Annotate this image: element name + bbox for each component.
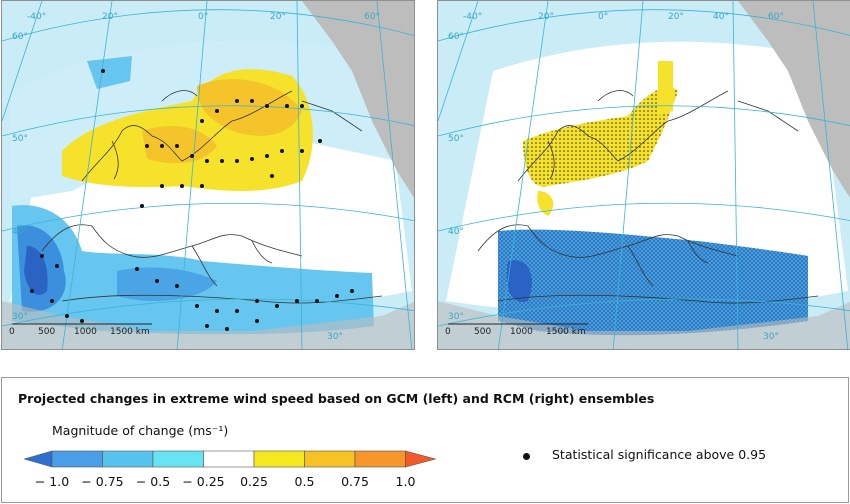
legend-title: Projected changes in extreme wind speed …	[18, 391, 655, 406]
svg-text:500: 500	[38, 327, 55, 337]
coastlines	[41, 90, 383, 304]
lon-label-e60: 60°	[768, 12, 784, 22]
colorbar-tick-label: 1.0	[395, 474, 416, 489]
lat-label-50: 50°	[448, 134, 464, 144]
colorbar-tick-label: 0.75	[341, 474, 369, 489]
significance-dot-icon	[523, 453, 530, 460]
colorbar-bin	[253, 450, 305, 468]
legend-subtitle: Magnitude of change (ms⁻¹)	[52, 423, 229, 438]
lon-label-e40: 40°	[713, 12, 729, 22]
lat-label-30: 30°	[12, 312, 28, 322]
colorbar-tick-label: − 0.25	[182, 474, 225, 489]
lon-label-w40: -40°	[463, 12, 482, 22]
significance-label: Statistical significance above 0.95	[552, 447, 767, 462]
rcm-map-panel: -40° 20° 0° 20° 40° 60° 60° 50° 40° 30° …	[437, 0, 850, 350]
rcm-map: -40° 20° 0° 20° 40° 60° 60° 50° 40° 30° …	[438, 1, 850, 349]
colorbar-cap-low	[24, 450, 53, 468]
graticule	[438, 1, 850, 349]
svg-text:0: 0	[9, 327, 15, 337]
colorbar-bin	[152, 450, 204, 468]
lon-label-e60: 60°	[364, 12, 380, 22]
svg-text:1000: 1000	[74, 327, 97, 337]
graticule	[2, 1, 414, 349]
coastlines	[477, 90, 819, 304]
colorbar-bin	[304, 450, 356, 468]
colorbar-bin	[51, 450, 103, 468]
lat-label-30: 30°	[448, 312, 464, 322]
scale-bar: 0 500 1000 1500 km	[9, 323, 152, 337]
gcm-map: -40° 20° 0° 20° 60° 60° 50° 40° 30° 30° …	[2, 1, 414, 349]
lon-label-w20: 20°	[538, 12, 554, 22]
lon-label-e20: 20°	[270, 12, 286, 22]
colorbar-bin	[203, 450, 255, 468]
svg-text:0: 0	[445, 327, 451, 337]
colorbar	[24, 450, 437, 468]
svg-text:1500 km: 1500 km	[546, 327, 586, 337]
lat-label-50: 50°	[12, 134, 28, 144]
significance-dots	[30, 69, 354, 331]
svg-text:500: 500	[474, 327, 491, 337]
gcm-map-panel: -40° 20° 0° 20° 60° 60° 50° 40° 30° 30° …	[1, 0, 415, 350]
lat-label-60: 60°	[448, 32, 464, 42]
lon-label-w40: -40°	[27, 12, 46, 22]
svg-text:1000: 1000	[510, 327, 533, 337]
lon-label-0: 0°	[198, 12, 208, 22]
colorbar-cap-high	[405, 450, 437, 468]
legend: Projected changes in extreme wind speed …	[1, 377, 849, 503]
scale-bar: 0 500 1000 1500 km	[445, 323, 588, 337]
svg-text:1500 km: 1500 km	[110, 327, 150, 337]
colorbar-tick-label: 0.25	[240, 474, 268, 489]
lat-label-40: 40°	[448, 227, 464, 237]
lon-label-30: 30°	[763, 332, 779, 342]
lon-label-e20: 20°	[668, 12, 684, 22]
colorbar-tick-label: − 0.5	[135, 474, 171, 489]
lon-label-0: 0°	[598, 12, 608, 22]
lat-label-60: 60°	[12, 32, 28, 42]
lon-label-w20: 20°	[102, 12, 118, 22]
colorbar-tick-label: − 1.0	[34, 474, 70, 489]
colorbar-tick-label: − 0.75	[81, 474, 124, 489]
lat-label-40: 40°	[12, 227, 28, 237]
lon-label-30: 30°	[327, 332, 343, 342]
colorbar-bin	[354, 450, 406, 468]
colorbar-bin	[102, 450, 154, 468]
colorbar-tick-label: 0.5	[294, 474, 315, 489]
